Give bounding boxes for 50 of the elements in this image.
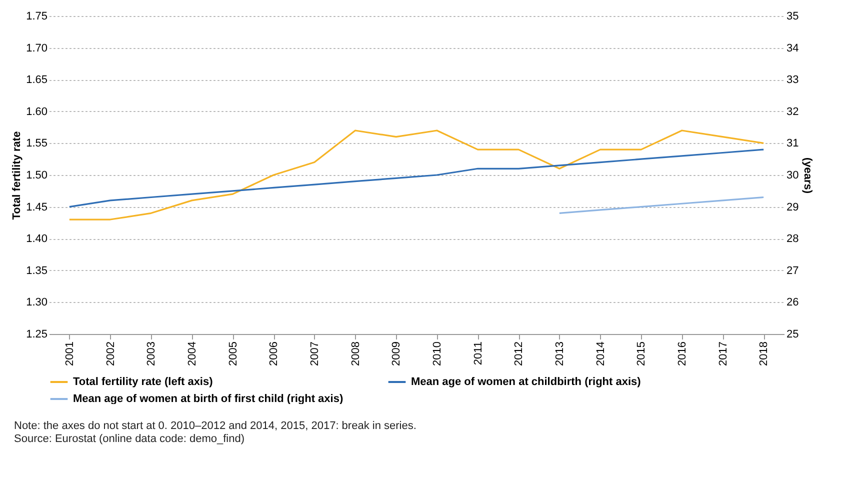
x-tick-label: 2017 [717,342,730,366]
y-tick-label: 1.65 [26,74,48,86]
y2-tick-label: 30 [786,170,799,182]
x-tick-label: 2013 [554,342,566,366]
y2-tick-label: 27 [786,264,799,277]
legend-label: Mean age of women at childbirth (right axis) [411,376,642,388]
x-tick-label: 2009 [390,342,403,366]
y-tick-label: 1.50 [26,170,48,182]
y-tick-label: 1.75 [26,10,48,22]
legend-label: Total fertility rate (left axis) [73,376,214,388]
y-axis-title: Total fertility rate [11,131,24,220]
x-tick-label: 2008 [350,342,362,366]
y-tick-label: 1.30 [26,296,48,309]
x-tick-label: 2014 [594,342,607,366]
y2-tick-label: 25 [786,328,799,340]
y-tick-label: 1.25 [26,328,48,340]
y2-tick-label: 31 [786,138,799,150]
x-tick-label: 2015 [636,342,648,366]
legend-label: Mean age of women at birth of first child (right axis) [73,393,344,405]
x-tick-label: 2010 [431,342,444,366]
text: Note: the axes do not start at 0. 2010–2012 and 2014, 2015, 2017: break in series. [14,420,418,433]
y2-tick-label: 28 [786,233,799,246]
line-series [68,130,764,220]
y-tick-label: 1.55 [26,138,48,150]
x-tick-label: 2004 [186,342,198,366]
y-tick-label: 1.70 [26,42,48,54]
y2-tick-label: 26 [786,296,799,309]
y2-tick-label: 34 [786,42,799,54]
line-series [558,196,764,214]
x-tick-label: 2016 [676,342,688,366]
x-tick-label: 2002 [104,342,117,366]
x-tick-label: 2018 [758,342,770,366]
y2-tick-label: 32 [786,106,799,118]
x-tick-label: 2001 [64,342,76,366]
y-tick-label: 1.45 [26,201,48,214]
y2-tick-label: 35 [786,10,799,22]
x-tick-label: 2005 [227,342,240,366]
x-tick-label: 2012 [513,342,526,366]
x-tick-label: 2003 [146,342,158,366]
y-tick-label: 1.35 [26,264,48,277]
y2-tick-label: 33 [786,74,799,86]
y2-axis-title: (years) [802,157,814,194]
source-note: Source: Eurostat (online data code: demo_find) [14,433,246,446]
y2-tick-label: 29 [786,201,799,214]
y-tick-label: 1.40 [26,233,48,246]
line-series [68,148,764,208]
x-tick-label: 2011 [472,342,484,366]
y-tick-label: 1.60 [26,106,48,118]
x-tick-label: 2007 [308,342,321,366]
x-tick-label: 2006 [268,342,280,366]
